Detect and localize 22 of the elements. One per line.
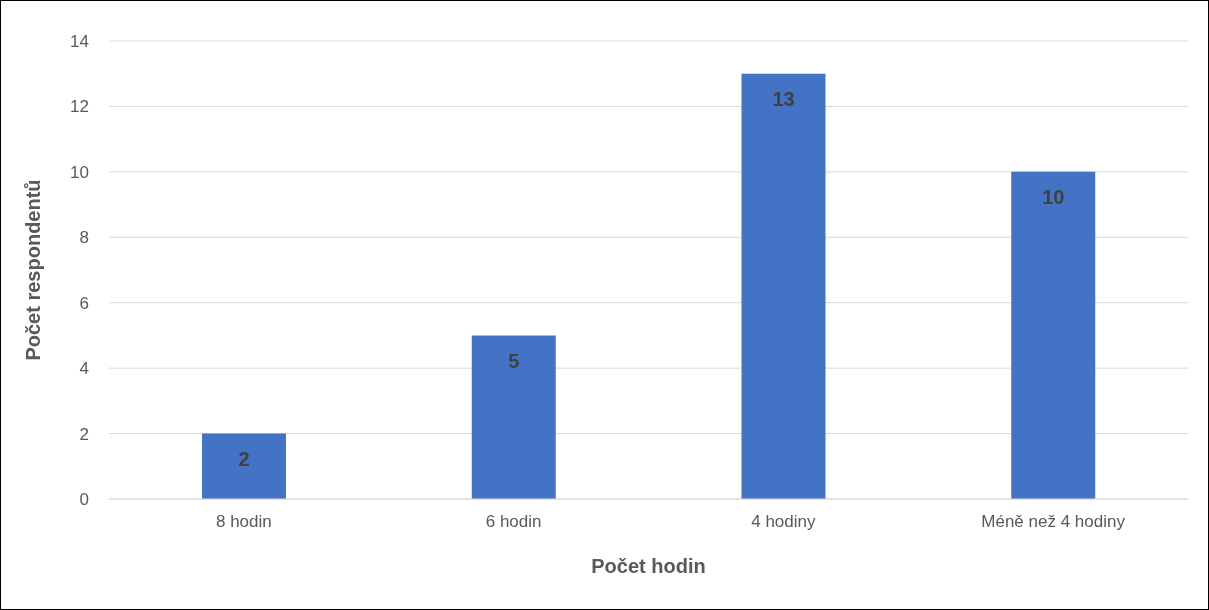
- data-label: 13: [772, 87, 795, 110]
- y-tick-label: 2: [79, 424, 89, 444]
- bar: [471, 335, 556, 499]
- data-label: 10: [1042, 186, 1065, 209]
- x-tick-label: 8 hodin: [215, 512, 272, 532]
- bar: [202, 433, 286, 499]
- y-tick-label: 12: [70, 97, 89, 117]
- x-tick-label: 4 hodiny: [751, 512, 817, 532]
- bar: [1011, 171, 1096, 499]
- data-label: 2: [238, 447, 250, 470]
- y-tick-label: 8: [79, 228, 89, 248]
- y-tick-label: 6: [79, 293, 89, 313]
- y-axis-title: Počet respondentů: [22, 179, 45, 361]
- x-tick-label: Méně než 4 hodiny: [981, 512, 1126, 532]
- x-tick-label: 6 hodin: [485, 512, 542, 532]
- data-label: 5: [508, 349, 520, 372]
- y-tick-label: 14: [70, 32, 89, 52]
- bar: [741, 73, 826, 499]
- y-tick-label: 4: [79, 359, 89, 379]
- x-axis-title: Počet hodin: [591, 555, 706, 577]
- y-tick-label: 0: [79, 490, 89, 510]
- y-tick-label: 10: [70, 162, 89, 182]
